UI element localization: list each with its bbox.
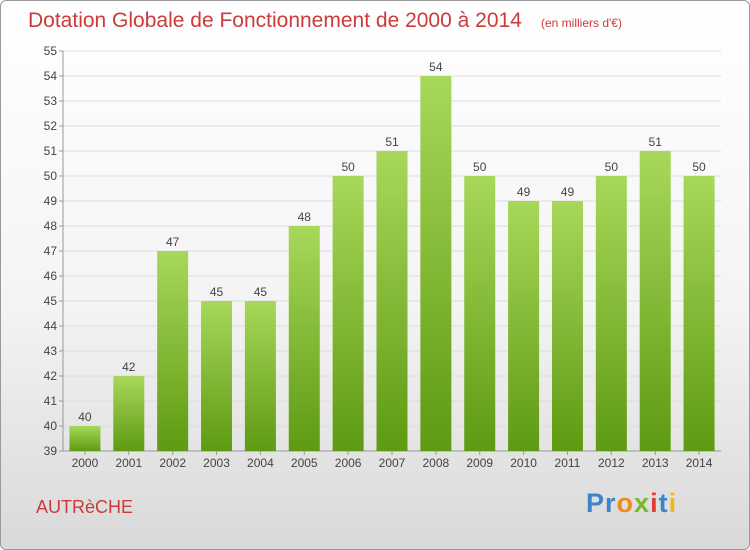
x-tick-label: 2000 [72,456,99,470]
bar [157,251,189,451]
bar [595,176,627,451]
y-tick-label: 53 [44,94,58,108]
logo-letter: r [605,488,617,518]
bar [508,201,540,451]
data-label: 51 [385,135,399,149]
data-label: 48 [298,210,312,224]
x-tick-label: 2014 [686,456,713,470]
proxiti-logo[interactable]: Proxiti [586,488,677,519]
x-tick-label: 2004 [247,456,274,470]
bar [464,176,496,451]
x-tick-label: 2002 [159,456,186,470]
bar [683,176,715,451]
data-label: 45 [210,285,224,299]
bar [639,151,671,451]
data-label: 42 [122,360,136,374]
y-tick-label: 55 [44,44,58,58]
chart-unit: (en milliers d'€) [541,16,622,30]
chart-title: Dotation Globale de Fonctionnement de 20… [28,9,522,32]
x-tick-label: 2012 [598,456,625,470]
bar [69,426,101,451]
x-tick-label: 2009 [466,456,493,470]
y-tick-label: 46 [44,269,58,283]
data-label: 50 [605,160,619,174]
bar [244,301,276,451]
y-tick-label: 50 [44,169,58,183]
y-tick-label: 44 [44,319,58,333]
bar [113,376,145,451]
logo-letter: i [650,488,659,518]
y-tick-label: 47 [44,244,58,258]
logo-letter: o [616,488,635,518]
bar [376,151,408,451]
x-tick-label: 2005 [291,456,318,470]
x-tick-label: 2011 [555,456,581,470]
logo-letter: P [586,488,606,518]
x-tick-label: 2013 [642,456,669,470]
data-label: 49 [561,185,575,199]
y-tick-label: 48 [44,219,58,233]
y-tick-label: 45 [44,294,58,308]
x-tick-label: 2001 [115,456,142,470]
data-label: 47 [166,235,180,249]
y-tick-label: 39 [44,444,58,458]
x-tick-label: 2003 [203,456,230,470]
commune-name: AUTRèCHE [36,497,134,517]
data-label: 50 [692,160,706,174]
bar [201,301,233,451]
x-tick-label: 2006 [335,456,362,470]
x-tick-label: 2007 [379,456,406,470]
y-tick-label: 52 [44,119,58,133]
data-label: 50 [341,160,355,174]
data-label: 45 [254,285,268,299]
y-tick-label: 54 [44,69,58,83]
logo-letter: t [658,488,669,518]
y-tick-label: 41 [44,394,58,408]
logo-letter: x [634,488,651,518]
data-label: 54 [429,60,443,74]
y-tick-label: 49 [44,194,58,208]
logo-letter: i [668,488,678,518]
bar [288,226,320,451]
data-label: 40 [78,410,92,424]
bar [420,76,452,451]
x-tick-label: 2008 [423,456,450,470]
y-tick-label: 43 [44,344,58,358]
y-tick-label: 40 [44,419,58,433]
data-label: 49 [517,185,531,199]
data-label: 51 [649,135,663,149]
x-tick-label: 2010 [510,456,537,470]
bar [332,176,364,451]
data-label: 50 [473,160,487,174]
y-tick-label: 42 [44,369,58,383]
y-tick-label: 51 [44,144,58,158]
bar [551,201,583,451]
